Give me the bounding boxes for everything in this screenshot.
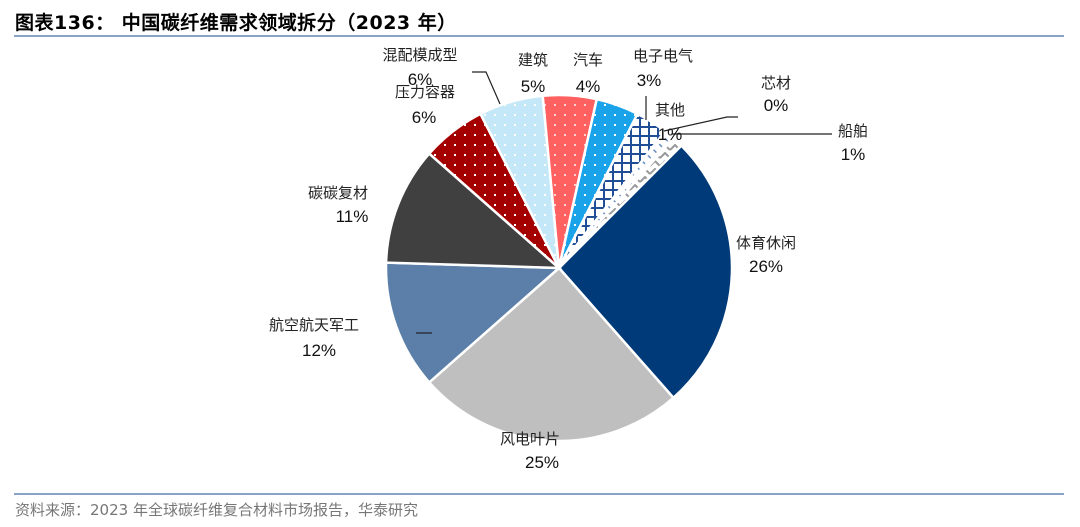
footer-divider	[14, 493, 1064, 495]
pie-slice	[557, 143, 734, 400]
slice-label: 电子电气	[633, 47, 693, 65]
slice-label: 芯材	[761, 74, 791, 92]
slice-percent: 12%	[302, 341, 336, 360]
title-divider	[14, 35, 1064, 37]
slice-label: 混配模成型	[382, 46, 457, 64]
slice-label: 碳碳复材	[308, 184, 368, 202]
slice-label: 建筑	[518, 51, 548, 69]
slice-label: 其他	[655, 101, 685, 119]
slice-percent: 25%	[525, 453, 559, 472]
slice-percent: 6%	[408, 70, 433, 89]
leader-line-core	[663, 116, 738, 132]
slice-percent: 1%	[658, 125, 683, 144]
slice-label: 航空航天军工	[269, 316, 359, 334]
pie-slice	[558, 136, 684, 269]
slice-percent: 11%	[336, 207, 369, 226]
slice-percent: 1%	[841, 145, 866, 164]
slice-percent: 3%	[637, 71, 662, 90]
slice-percent: 0%	[764, 96, 789, 115]
leader-line-molding	[472, 71, 501, 105]
source-note: 资料来源：2023 年全球碳纤维复合材料市场报告，华泰研究	[15, 501, 418, 519]
slice-percent: 6%	[412, 108, 437, 127]
pie-slice	[384, 261, 563, 385]
slice-percent: 4%	[576, 77, 601, 96]
slice-label: 压力容器	[395, 83, 455, 101]
slice-percent: 26%	[749, 257, 783, 276]
slice-label: 船舶	[838, 122, 868, 140]
pie-slice	[384, 151, 563, 270]
slice-label: 体育休闲	[736, 234, 796, 252]
chart-title: 图表136： 中国碳纤维需求领域拆分（2023 年）	[15, 12, 457, 34]
slice-label: 汽车	[573, 51, 603, 69]
slice-label: 风电叶片	[500, 430, 560, 448]
slice-percent: 5%	[521, 77, 546, 96]
pie-slice	[427, 266, 676, 443]
